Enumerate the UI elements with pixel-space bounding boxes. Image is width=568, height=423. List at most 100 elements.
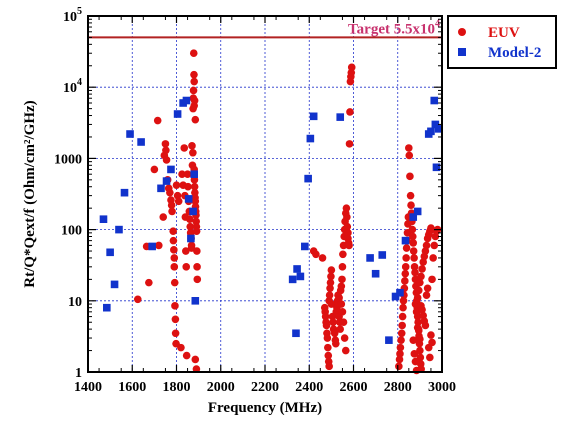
model-2-point (304, 174, 312, 183)
euv-point (339, 250, 347, 259)
euv-point (343, 222, 352, 231)
model-2-point (378, 251, 387, 259)
y-tick-labels: 1 10 100 1000 104 105 (54, 6, 82, 381)
model-2-point (189, 207, 197, 216)
euv-point (402, 244, 411, 252)
euv-point (397, 336, 405, 344)
y-tick-label: 1000 (54, 152, 82, 167)
y-tick-label: 104 (63, 77, 82, 96)
euv-point (182, 351, 191, 360)
x-tick-label: 1800 (163, 380, 191, 395)
euv-point (399, 297, 408, 305)
x-tick-label: 3000 (428, 380, 456, 395)
euv-point (153, 116, 162, 125)
euv-point (193, 247, 201, 255)
y-tick-label: 1 (75, 366, 82, 381)
euv-point (416, 346, 424, 355)
model-2-point (137, 138, 145, 146)
y-axis-title: Rt/Q*Qext/f (Ohm/cm²/GHz) (22, 100, 38, 287)
euv-point (419, 258, 427, 266)
euv-point (402, 254, 410, 262)
euv-point (409, 239, 418, 247)
model-2-point (431, 120, 440, 129)
x-axis-title: Frequency (MHz) (208, 400, 322, 416)
model-2-point (292, 329, 300, 338)
euv-point (423, 284, 432, 293)
euv-point (321, 312, 330, 321)
model-2-point (371, 269, 380, 278)
euv-point (323, 334, 332, 342)
euv-point (169, 236, 178, 245)
euv-point (338, 308, 347, 316)
model-2-point (430, 96, 439, 105)
euv-point (324, 351, 333, 360)
euv-point (193, 275, 202, 284)
model-2-point (391, 292, 400, 301)
euv-point (336, 325, 345, 333)
euv-point (427, 224, 435, 232)
euv-point (155, 241, 163, 250)
model-2-point (409, 213, 418, 221)
euv-point (330, 329, 339, 338)
euv-point (426, 353, 434, 362)
euv-point (344, 229, 352, 237)
euv-point (325, 362, 333, 371)
euv-point (318, 254, 327, 262)
euv-point (427, 331, 435, 339)
euv-point (173, 191, 182, 200)
euv-point (410, 350, 419, 358)
x-tick-labels: 1400 1600 1800 2000 2200 2400 2600 2800 3000 (74, 380, 456, 395)
model-2-point (115, 225, 123, 234)
euv-point (184, 182, 192, 191)
euv-point (396, 350, 404, 358)
model-2-point (187, 234, 195, 243)
euv-point (409, 247, 418, 255)
model-2-point (182, 96, 191, 105)
euv-point (193, 263, 201, 271)
euv-point (327, 272, 335, 281)
euv-point (189, 148, 197, 157)
model-2-point (396, 288, 404, 297)
y-tick-label: 10 (68, 295, 82, 310)
euv-point (429, 254, 437, 262)
model-2-point (427, 127, 435, 136)
euv-point (413, 294, 422, 302)
euv-point (191, 355, 200, 364)
euv-point (337, 300, 346, 308)
euv-point (170, 263, 179, 271)
model-2-point (106, 248, 114, 257)
euv-point (335, 294, 343, 302)
euv-point (412, 366, 421, 375)
euv-point (405, 151, 414, 160)
euv-point (338, 263, 347, 271)
euv-point (338, 275, 346, 284)
euv-point (417, 272, 425, 281)
euv-point (171, 315, 180, 324)
euv-point (190, 77, 198, 86)
euv-point (159, 213, 168, 221)
euv-point (329, 318, 337, 327)
euv-point (190, 96, 199, 105)
euv-point (418, 265, 426, 273)
euv-point (171, 329, 180, 338)
x-tick-label: 1600 (118, 380, 146, 395)
euv-point (327, 300, 336, 308)
x-tick-label: 1400 (74, 380, 102, 395)
model-2-point (162, 177, 171, 185)
euv-point (337, 282, 346, 291)
euv-point (414, 286, 423, 295)
euv-point (189, 86, 198, 95)
euv-point (161, 140, 170, 148)
euv-point (169, 227, 177, 235)
euv-point (162, 146, 170, 155)
euv-point (347, 63, 356, 72)
x-tick-label: 2800 (384, 380, 412, 395)
euv-point (345, 140, 354, 148)
euv-point (406, 191, 415, 200)
model-2-point (434, 125, 443, 133)
euv-point (170, 246, 178, 254)
model-2-point (432, 163, 441, 172)
euv-point (399, 303, 407, 312)
model-2-point (191, 297, 200, 305)
model-2-point (336, 113, 345, 121)
